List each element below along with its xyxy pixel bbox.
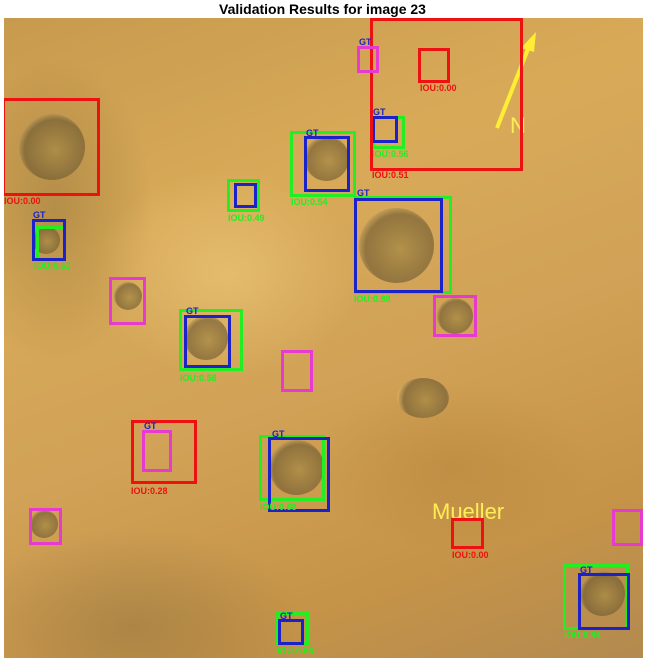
prediction-box-unmatched	[131, 420, 197, 484]
ground-truth-box	[354, 198, 443, 293]
ground-truth-box	[32, 219, 66, 261]
iou-label: IOU:0.84	[564, 630, 601, 640]
ground-truth-box	[372, 116, 398, 143]
prediction-box-unmatched	[451, 518, 484, 549]
terrain-crater	[269, 440, 324, 495]
gt-label: GT	[186, 306, 199, 316]
prediction-box-matched	[179, 309, 243, 371]
iou-label: IOU:0.88	[354, 294, 391, 304]
gt-label: GT	[359, 37, 372, 47]
terrain-crater	[397, 378, 449, 418]
missed-crater-box	[433, 295, 477, 337]
missed-crater-box	[29, 508, 62, 545]
missed-crater-box	[357, 46, 379, 73]
iou-label: IOU:0.00	[4, 196, 41, 206]
mars-terrain-image: N Mueller IOU:0.00 GT IOU:0.63 IOU:0.49 …	[4, 18, 643, 658]
missed-crater-box	[142, 430, 172, 472]
terrain-crater	[19, 114, 85, 180]
gt-label: GT	[280, 611, 293, 621]
missed-crater-box	[109, 277, 146, 325]
iou-label: IOU:0.49	[228, 213, 265, 223]
terrain-crater	[359, 208, 434, 283]
terrain-crater	[114, 282, 142, 310]
iou-label: IOU:0.00	[452, 550, 489, 560]
figure-title: Validation Results for image 23	[219, 1, 426, 17]
gt-label: GT	[373, 107, 386, 117]
terrain-crater	[304, 136, 349, 181]
iou-label: IOU:0.68	[260, 502, 297, 512]
missed-crater-box	[281, 350, 313, 392]
iou-label: IOU:0.56	[277, 646, 314, 656]
terrain-crater	[30, 510, 58, 538]
prediction-box-matched	[227, 179, 260, 212]
ground-truth-box	[278, 619, 304, 645]
missed-crater-box	[612, 509, 643, 546]
prediction-box-unmatched	[4, 98, 100, 196]
ground-truth-box	[184, 315, 231, 368]
iou-label: IOU:0.51	[372, 170, 409, 180]
gt-label: GT	[357, 188, 370, 198]
prediction-box-unmatched	[370, 18, 523, 171]
iou-label: IOU:0.54	[291, 197, 328, 207]
terrain-crater	[437, 298, 473, 334]
ground-truth-box	[304, 136, 350, 192]
prediction-box-matched	[259, 435, 325, 501]
iou-label: IOU:0.63	[34, 261, 71, 271]
gt-label: GT	[144, 421, 157, 431]
iou-label: IOU:0.28	[131, 486, 168, 496]
iou-label: IOU:0.56	[372, 149, 409, 159]
gt-label: GT	[580, 565, 593, 575]
gt-label: GT	[306, 128, 319, 138]
gt-label: GT	[272, 429, 285, 439]
terrain-crater	[184, 316, 228, 360]
gt-label: GT	[33, 210, 46, 220]
prediction-box-unmatched	[418, 48, 450, 83]
prediction-box-matched	[290, 131, 356, 197]
ground-truth-box	[578, 573, 630, 630]
ground-truth-box	[234, 183, 257, 208]
iou-label: IOU:0.58	[180, 373, 217, 383]
north-arrow-icon	[495, 32, 536, 129]
iou-label: IOU:0.00	[420, 83, 457, 93]
terrain-crater	[580, 571, 625, 616]
ground-truth-box	[268, 437, 330, 512]
